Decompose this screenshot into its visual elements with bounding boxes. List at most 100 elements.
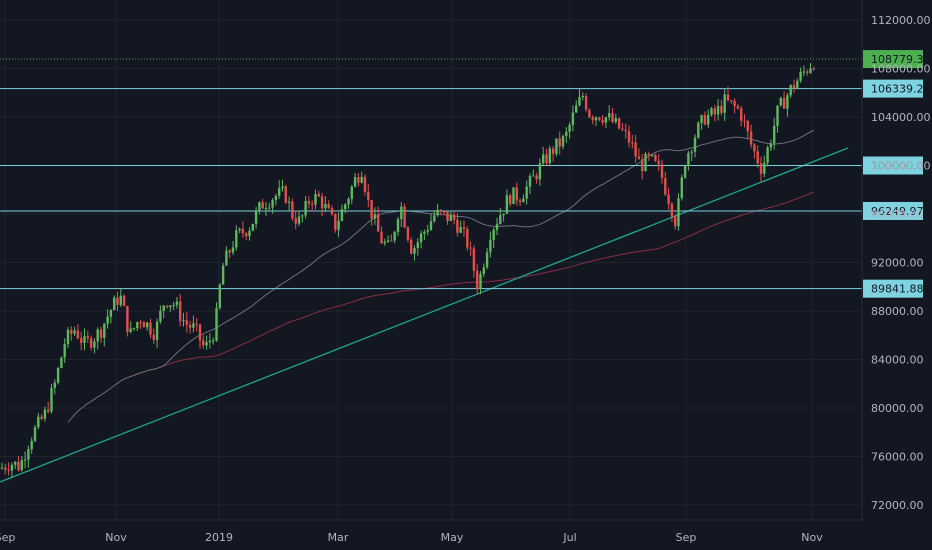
level-label: 96249.97: [871, 205, 924, 218]
candle-body: [786, 95, 789, 109]
candle-body: [736, 106, 740, 109]
candle-body: [693, 137, 697, 152]
candle-body: [238, 228, 241, 231]
candle-body: [304, 201, 307, 216]
level-label: 89841.88: [871, 283, 924, 296]
candle-body: [512, 187, 515, 204]
candle-body: [538, 163, 542, 180]
candle-body: [175, 301, 179, 306]
candle-body: [492, 229, 495, 240]
candle-body: [185, 320, 188, 325]
candle-body: [291, 201, 294, 219]
candle-body: [221, 265, 225, 285]
candle-body: [159, 310, 162, 322]
candle-body: [634, 142, 637, 157]
candle-body: [459, 227, 462, 233]
candle-body: [360, 176, 363, 183]
candle-body: [746, 121, 749, 132]
candle-body: [476, 270, 479, 289]
candle-body: [4, 467, 7, 470]
candle-body: [545, 154, 548, 164]
candle-body: [555, 138, 558, 154]
candle-body: [192, 323, 195, 328]
candle-body: [489, 239, 492, 253]
candle-body: [60, 357, 63, 369]
candle-body: [707, 114, 710, 125]
x-tick-label: Sep: [0, 531, 15, 544]
level-label-bg: [863, 201, 923, 220]
x-tick-label: Jul: [562, 531, 576, 544]
candle-body: [129, 328, 132, 332]
candle-body: [20, 460, 23, 471]
support-trendline[interactable]: [0, 147, 849, 483]
level-label: 100000.00: [871, 160, 931, 173]
candle-body: [377, 214, 380, 232]
candle-body: [324, 203, 327, 209]
candle-body: [542, 154, 545, 164]
candle-body: [426, 229, 429, 232]
candle-body: [773, 125, 776, 144]
candle-body: [113, 297, 116, 311]
candle-body: [697, 122, 700, 138]
candle-body: [485, 252, 489, 268]
candle-body: [66, 329, 70, 345]
candles: [0, 63, 815, 478]
candle-body: [261, 202, 264, 209]
candle-body: [568, 124, 571, 132]
candle-body: [155, 321, 159, 340]
candle-body: [132, 328, 136, 330]
candle-body: [700, 115, 703, 123]
candle-body: [172, 305, 175, 307]
candle-body: [509, 195, 512, 204]
candle-body: [608, 113, 611, 118]
candle-body: [518, 200, 522, 203]
candle-body: [208, 340, 212, 343]
time-axis[interactable]: Sep Nov 2019 Mar May Jul Sep Nov: [0, 519, 862, 544]
candle-body: [99, 329, 103, 338]
candle-body: [396, 219, 400, 232]
candle-body: [353, 177, 357, 187]
candle-body: [812, 68, 815, 70]
last-price-label-bg: [863, 50, 923, 69]
candle-body: [307, 201, 311, 204]
ma-slow-line: [133, 191, 814, 376]
candle-body: [403, 206, 406, 228]
candle-body: [195, 323, 198, 325]
x-tick-label: 2019: [205, 531, 233, 544]
candle-body: [601, 120, 604, 123]
candle-body: [575, 105, 578, 113]
x-tick-label: Mar: [328, 531, 349, 544]
trendline[interactable]: [0, 147, 849, 483]
candle-body: [96, 329, 99, 342]
candle-body: [413, 248, 416, 254]
candle-body: [274, 195, 278, 201]
candle-body: [809, 68, 812, 73]
price-axis[interactable]: 112000.00 108000.00 104000.00 100000.00 9600…: [861, 0, 931, 520]
candle-body: [235, 230, 238, 248]
candle-body: [598, 117, 601, 121]
candle-body: [281, 186, 284, 189]
candle-body: [796, 80, 799, 89]
candle-body: [578, 97, 581, 106]
candle-body: [687, 152, 690, 166]
candle-body: [169, 305, 172, 308]
candle-body: [56, 368, 60, 383]
candle-body: [83, 336, 86, 343]
candle-body: [660, 164, 664, 179]
candle-body: [690, 151, 693, 153]
x-tick-label: Nov: [801, 531, 823, 544]
candle-body: [264, 208, 268, 210]
candle-body: [287, 201, 291, 203]
candle-body: [103, 323, 106, 338]
candle-body: [122, 295, 126, 307]
candle-body: [23, 459, 27, 461]
candle-body: [241, 228, 245, 234]
y-tick-label: 80000.00: [871, 402, 924, 415]
candle-body: [380, 231, 383, 244]
candle-body: [383, 241, 386, 244]
candle-body: [205, 342, 208, 346]
candle-body: [588, 109, 591, 118]
candle-body: [703, 115, 707, 125]
horizontal-levels[interactable]: 106339.29 100000.00 96249.97 89841.88 108779…: [0, 50, 931, 298]
